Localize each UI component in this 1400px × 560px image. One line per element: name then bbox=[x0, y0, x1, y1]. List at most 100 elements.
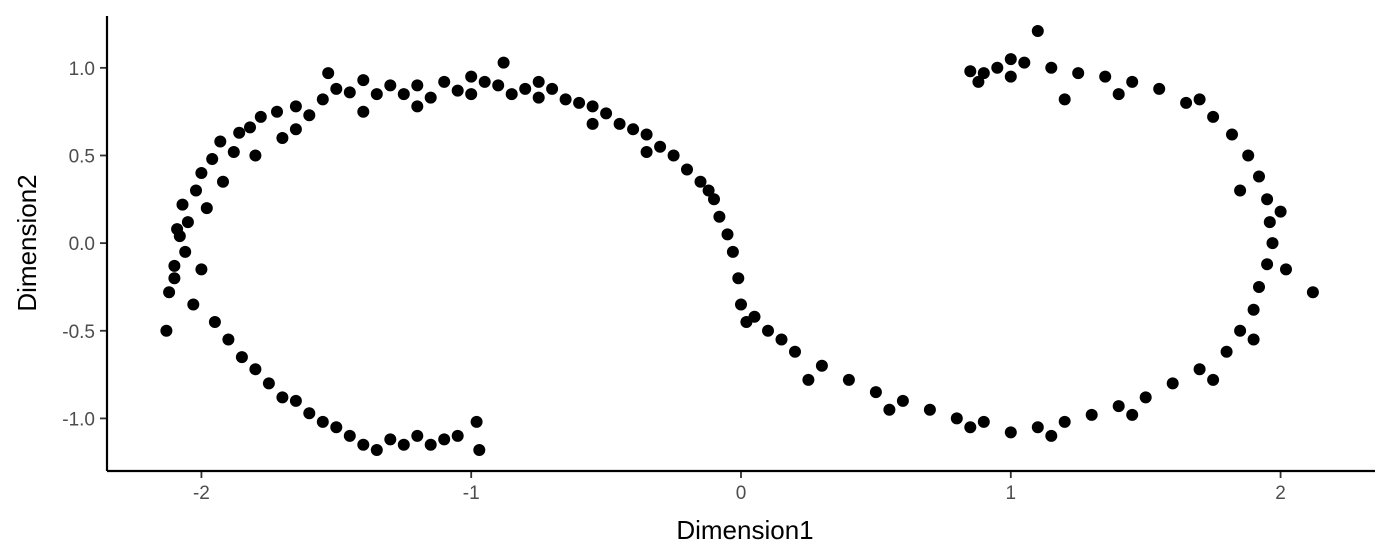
data-point bbox=[735, 298, 747, 311]
data-point bbox=[424, 91, 437, 104]
data-point bbox=[411, 79, 424, 92]
data-point bbox=[1193, 93, 1206, 106]
data-point bbox=[316, 93, 329, 106]
data-point bbox=[1226, 128, 1238, 141]
data-point bbox=[465, 88, 478, 101]
data-point bbox=[654, 140, 667, 153]
data-point bbox=[964, 421, 977, 434]
data-point bbox=[171, 223, 184, 236]
data-point bbox=[370, 444, 383, 456]
data-point bbox=[1306, 286, 1319, 299]
data-point bbox=[1263, 216, 1276, 229]
data-point bbox=[1031, 25, 1044, 37]
data-point bbox=[271, 105, 283, 118]
data-point bbox=[1207, 373, 1220, 386]
data-point bbox=[473, 444, 486, 456]
data-point bbox=[977, 67, 990, 80]
data-point bbox=[176, 198, 189, 211]
data-point bbox=[1180, 96, 1193, 109]
data-point bbox=[732, 272, 745, 285]
data-point bbox=[181, 216, 194, 229]
data-point bbox=[1234, 184, 1247, 197]
data-point bbox=[586, 100, 599, 113]
data-point bbox=[289, 123, 302, 136]
data-point bbox=[195, 167, 208, 179]
data-point bbox=[465, 70, 478, 83]
data-point bbox=[708, 193, 720, 206]
data-point bbox=[254, 110, 267, 123]
data-point bbox=[451, 429, 464, 442]
data-point bbox=[1207, 110, 1220, 123]
data-point bbox=[492, 79, 505, 92]
data-point bbox=[411, 429, 424, 442]
data-point bbox=[227, 146, 240, 158]
data-point bbox=[1126, 408, 1139, 421]
data-point bbox=[303, 407, 316, 420]
data-point bbox=[762, 324, 774, 337]
data-point bbox=[1253, 170, 1265, 183]
data-point bbox=[869, 386, 882, 399]
data-point bbox=[1004, 70, 1017, 83]
y-axis-title: Dimension2 bbox=[12, 174, 42, 311]
data-point bbox=[1247, 333, 1260, 346]
data-point bbox=[195, 263, 208, 276]
data-point bbox=[713, 210, 726, 223]
data-point bbox=[573, 96, 586, 109]
data-point bbox=[1058, 415, 1071, 428]
data-point bbox=[168, 259, 181, 272]
data-point bbox=[1004, 426, 1017, 439]
data-point bbox=[411, 100, 424, 113]
data-point bbox=[262, 377, 275, 390]
data-point bbox=[357, 438, 370, 451]
data-point bbox=[681, 163, 693, 176]
y-tick-label: -0.5 bbox=[62, 322, 95, 343]
data-point bbox=[1220, 345, 1233, 358]
data-point bbox=[1153, 82, 1166, 95]
data-point bbox=[740, 316, 753, 328]
data-point bbox=[726, 245, 739, 258]
data-point bbox=[1072, 67, 1085, 80]
data-point bbox=[330, 82, 343, 95]
data-point bbox=[217, 175, 229, 188]
x-tick-label: 0 bbox=[736, 483, 747, 504]
y-axis-ticks: -1.0 -0.5 0.0 0.5 1.0 bbox=[62, 59, 107, 430]
data-point bbox=[1112, 88, 1125, 101]
data-point bbox=[1253, 281, 1265, 293]
data-point bbox=[1031, 421, 1044, 434]
data-point bbox=[600, 107, 613, 120]
data-point bbox=[815, 359, 828, 372]
data-point bbox=[532, 75, 545, 88]
data-point bbox=[249, 363, 262, 376]
y-tick-label: 0.5 bbox=[69, 146, 95, 167]
data-point bbox=[208, 316, 221, 328]
y-tick-label: -1.0 bbox=[62, 409, 95, 430]
data-point bbox=[640, 146, 653, 158]
data-point bbox=[451, 84, 464, 97]
data-point bbox=[222, 333, 235, 346]
data-point bbox=[330, 421, 343, 434]
data-point bbox=[627, 123, 640, 136]
data-point bbox=[1004, 53, 1017, 66]
data-point bbox=[1058, 93, 1071, 106]
data-point bbox=[438, 75, 451, 88]
data-point bbox=[789, 345, 801, 358]
data-point bbox=[289, 100, 302, 113]
data-point bbox=[1242, 149, 1255, 162]
data-point bbox=[667, 149, 680, 162]
x-axis-title: Dimension1 bbox=[676, 515, 813, 545]
data-point bbox=[438, 433, 451, 446]
data-point bbox=[586, 117, 599, 130]
data-point bbox=[470, 415, 483, 428]
data-point bbox=[370, 88, 383, 101]
data-point bbox=[303, 109, 316, 122]
data-points bbox=[160, 25, 1319, 456]
data-point bbox=[1234, 324, 1247, 337]
data-point bbox=[1247, 303, 1260, 316]
data-point bbox=[187, 298, 200, 311]
data-point bbox=[289, 394, 302, 407]
data-point bbox=[316, 415, 329, 428]
data-point bbox=[163, 286, 176, 299]
data-point bbox=[1045, 429, 1058, 442]
data-point bbox=[357, 74, 370, 87]
